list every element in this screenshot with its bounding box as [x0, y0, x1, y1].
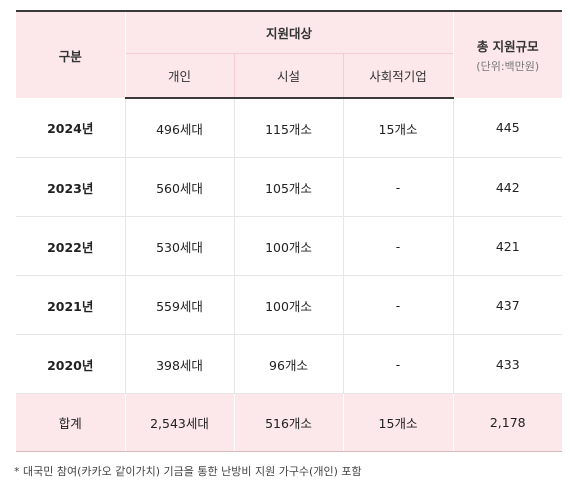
row-facility: 105개소 [233, 157, 343, 217]
row-total: 433 [452, 334, 562, 394]
row-social: 15개소 [342, 98, 453, 158]
total-individual: 2,543세대 [124, 393, 234, 452]
row-year: 2020년 [16, 334, 125, 394]
header-category: 구분 [16, 10, 125, 98]
row-social: - [342, 275, 453, 335]
support-table: 구분 지원대상 총 지원규모 (단위:백만원) 개인 시설 사회적기업 2024… [16, 10, 562, 452]
footnote: * 대국민 참여(카카오 같이가치) 기금을 통한 난방비 지원 가구수(개인)… [14, 465, 362, 478]
row-year: 2023년 [16, 157, 125, 217]
table-row: 2021년 559세대 100개소 - 437 [16, 275, 562, 335]
row-year: 2024년 [16, 98, 125, 158]
row-total: 437 [452, 275, 562, 335]
table-row: 2020년 398세대 96개소 - 433 [16, 334, 562, 394]
row-social: - [342, 157, 453, 217]
table-body: 2024년 496세대 115개소 15개소 445 2023년 560세대 1… [16, 98, 562, 452]
row-year: 2022년 [16, 216, 125, 276]
row-individual: 496세대 [124, 98, 234, 158]
total-amount: 2,178 [452, 393, 562, 452]
row-total: 421 [452, 216, 562, 276]
row-social: - [342, 334, 453, 394]
row-total: 442 [452, 157, 562, 217]
row-total: 445 [452, 98, 562, 158]
total-social: 15개소 [342, 393, 453, 452]
total-row: 합계 2,543세대 516개소 15개소 2,178 [16, 393, 562, 452]
row-facility: 100개소 [233, 216, 343, 276]
row-facility: 115개소 [233, 98, 343, 158]
row-individual: 530세대 [124, 216, 234, 276]
row-individual: 559세대 [124, 275, 234, 335]
row-year: 2021년 [16, 275, 125, 335]
support-table-container: 구분 지원대상 총 지원규모 (단위:백만원) 개인 시설 사회적기업 2024… [16, 10, 562, 452]
row-individual: 560세대 [124, 157, 234, 217]
row-facility: 96개소 [233, 334, 343, 394]
header-target-group: 지원대상 [124, 10, 453, 54]
header-individual: 개인 [124, 53, 234, 99]
header-total-scale: 총 지원규모 (단위:백만원) [452, 10, 562, 98]
total-facility: 516개소 [233, 393, 343, 452]
total-label: 합계 [16, 393, 125, 452]
table-row: 2024년 496세대 115개소 15개소 445 [16, 98, 562, 158]
table-row: 2023년 560세대 105개소 - 442 [16, 157, 562, 217]
table-row: 2022년 530세대 100개소 - 421 [16, 216, 562, 276]
row-social: - [342, 216, 453, 276]
header-total-unit: (단위:백만원) [476, 60, 540, 73]
row-facility: 100개소 [233, 275, 343, 335]
table-header: 구분 지원대상 총 지원규모 (단위:백만원) 개인 시설 사회적기업 [16, 10, 562, 99]
row-individual: 398세대 [124, 334, 234, 394]
header-social-enterprise: 사회적기업 [342, 53, 453, 99]
header-facility: 시설 [233, 53, 343, 99]
header-total-scale-label: 총 지원규모 [476, 39, 539, 54]
